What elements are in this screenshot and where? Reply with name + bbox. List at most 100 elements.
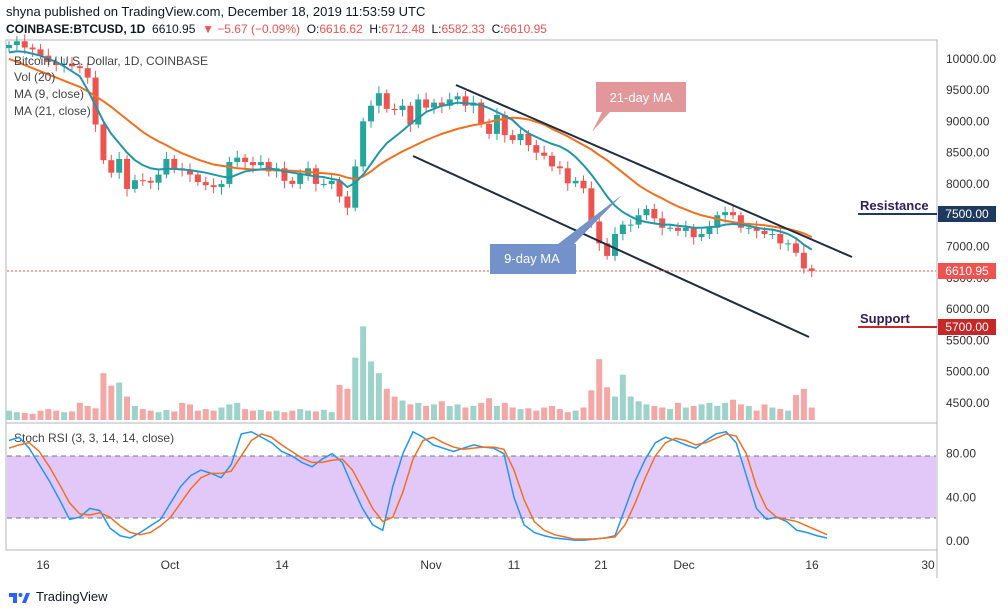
candle — [714, 211, 721, 235]
candle — [556, 161, 563, 175]
candles — [6, 34, 815, 278]
candle — [37, 44, 44, 60]
volume-bar — [116, 382, 123, 420]
channel-upper-line — [455, 84, 853, 258]
candle — [155, 169, 162, 191]
support-value: 5700.00 — [945, 320, 989, 334]
volume-bar — [289, 410, 296, 420]
stoch-k-line — [8, 430, 828, 541]
volume-bar — [415, 402, 422, 420]
candle — [549, 152, 556, 172]
rsi-tick-label: 80.00 — [946, 447, 976, 461]
time-tick-label: 30 — [921, 558, 935, 572]
volume-bar — [37, 410, 44, 420]
volume-bar — [486, 398, 493, 420]
volume-bar — [352, 357, 359, 420]
candle — [289, 177, 296, 188]
chart-canvas[interactable]: 21-day MA 9-day MA Resistance Support Bi… — [0, 0, 1008, 590]
legend-ma21: MA (21, close) — [14, 104, 91, 118]
volume-bar — [131, 405, 138, 420]
volume-bar — [383, 388, 390, 420]
volume-bar — [785, 410, 792, 420]
volume-bar — [265, 411, 272, 420]
time-tick-label: Oct — [161, 558, 180, 572]
volume-bar — [210, 410, 217, 420]
volume-bar — [155, 412, 162, 420]
candle — [462, 91, 469, 112]
footer-brand[interactable]: TradingView — [8, 589, 108, 604]
volume-bar — [438, 401, 445, 420]
volume-bar — [147, 410, 154, 420]
price-axis[interactable]: 10000.00 9500.00 9000.00 8500.00 8000.00 7500… — [946, 52, 996, 410]
volume-bar — [517, 409, 524, 420]
volume-bar — [674, 402, 681, 420]
ma21-line — [8, 57, 813, 239]
candle — [13, 35, 20, 51]
volume-bar — [336, 384, 343, 420]
candle — [737, 211, 744, 233]
volume-bar — [635, 401, 642, 420]
volume-bar — [305, 410, 312, 420]
candle — [53, 58, 60, 72]
resistance-value: 7500.00 — [945, 207, 989, 221]
volume-bar — [493, 405, 500, 420]
volume-bar — [273, 410, 280, 420]
candle — [76, 62, 83, 74]
candle — [344, 191, 351, 216]
volume-bar — [808, 407, 815, 420]
stoch-d-line — [8, 433, 828, 540]
volume-bar — [6, 410, 12, 420]
candle — [564, 161, 571, 191]
brand-name: TradingView — [36, 589, 108, 604]
candle — [202, 176, 209, 191]
volume-bar — [446, 405, 453, 420]
volume-bar — [643, 404, 650, 420]
volume-bar — [328, 412, 335, 420]
close-value: 6610.95 — [503, 22, 547, 36]
rsi-axis: 80.00 40.00 0.00 — [946, 447, 976, 549]
channel-lower-line — [412, 155, 810, 338]
price-tick-label: 8500.00 — [946, 146, 990, 160]
volume-bar — [360, 326, 367, 420]
candle — [446, 92, 453, 110]
time-axis[interactable]: 16 Oct 14 Nov 11 21 Dec 16 30 — [36, 558, 935, 572]
candle — [92, 70, 99, 132]
resistance-label: Resistance — [860, 198, 929, 213]
candle — [100, 120, 107, 164]
tradingview-logo-icon — [9, 592, 30, 603]
volume-bar — [611, 396, 618, 420]
volume-bar — [478, 402, 485, 420]
volume-bar — [541, 407, 548, 420]
candle — [627, 219, 634, 233]
volume-bar — [549, 405, 556, 420]
volume-bar — [61, 412, 68, 420]
symbol-name[interactable]: COINBASE:BTCUSD, 1D — [6, 22, 146, 36]
volume-bar — [13, 412, 20, 420]
candle — [698, 228, 705, 241]
volume-bar — [737, 404, 744, 420]
candle — [682, 220, 689, 238]
volume-bar — [242, 409, 249, 420]
last-price-value: 6610.95 — [945, 264, 989, 278]
candle — [194, 170, 201, 186]
candle — [139, 173, 146, 186]
candle — [800, 245, 807, 274]
volume-bar — [745, 405, 752, 420]
open-label: O: — [306, 22, 320, 36]
candle — [147, 177, 154, 189]
volume-bar — [171, 411, 178, 420]
volume-bar — [21, 412, 28, 420]
volume-bar — [777, 409, 784, 420]
volume-bar — [423, 405, 430, 420]
volume-bar — [45, 409, 52, 420]
candle — [674, 222, 681, 236]
volume-bar — [509, 407, 516, 420]
volume-bar — [580, 407, 587, 420]
candle — [580, 175, 587, 194]
volume-bar — [187, 404, 194, 420]
volume-bar — [588, 390, 595, 420]
volume-bars — [6, 326, 815, 420]
time-tick-label: 21 — [594, 558, 608, 572]
time-tick-label: 16 — [805, 558, 819, 572]
volume-bar — [226, 404, 233, 420]
